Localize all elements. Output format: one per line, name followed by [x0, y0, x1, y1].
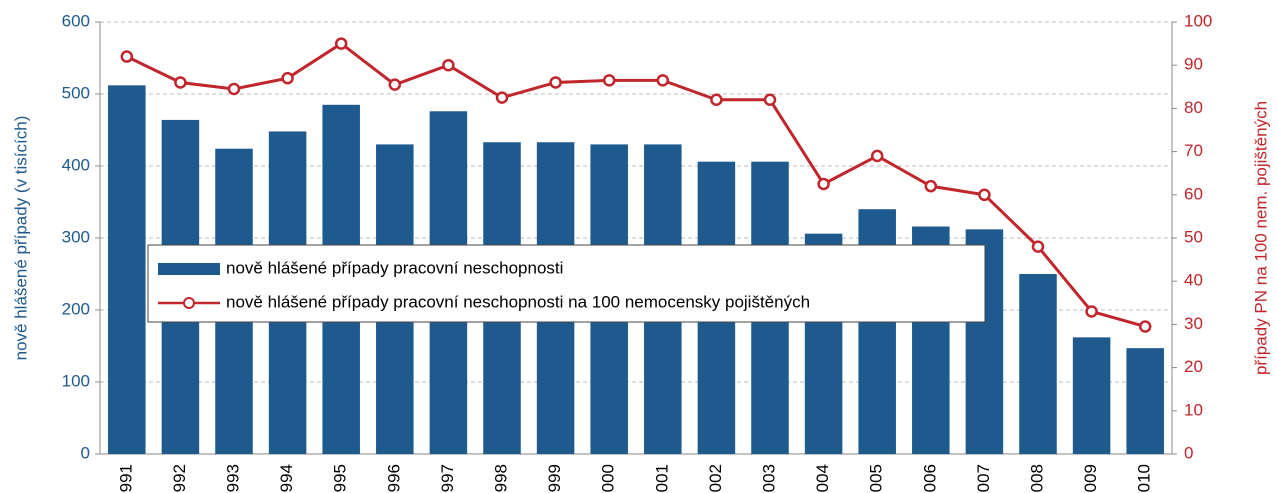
y2-tick-label: 10 — [1184, 400, 1203, 419]
y2-tick-label: 20 — [1184, 357, 1203, 376]
x-tick-label: 1997 — [438, 464, 457, 493]
point — [281, 71, 294, 85]
point — [870, 149, 884, 163]
legend-label: nově hlášené případy pracovní neschopnos… — [226, 258, 563, 277]
point — [388, 78, 402, 91]
point — [174, 76, 187, 89]
x-tick-label: 1996 — [384, 464, 403, 493]
x-tick-label: 2000 — [599, 464, 618, 493]
point — [1138, 320, 1152, 333]
point — [924, 179, 938, 193]
x-tick-label: 1993 — [223, 464, 242, 493]
point — [227, 82, 241, 96]
point — [1031, 240, 1045, 253]
y2-tick-label: 90 — [1184, 55, 1203, 74]
point — [763, 93, 777, 107]
x-tick-label: 1995 — [331, 464, 350, 493]
point — [817, 177, 830, 191]
point — [495, 91, 509, 104]
line — [126, 41, 1146, 329]
x-tick-label: 2002 — [706, 464, 725, 493]
y2-tick-label: 30 — [1184, 314, 1203, 333]
point — [1085, 305, 1098, 318]
bar — [1072, 337, 1111, 454]
x-tick-label: 2005 — [867, 464, 886, 493]
y-axis-label: nově hlášené případy (v tisících) — [11, 116, 30, 361]
y2-tick-label: 70 — [1184, 141, 1203, 160]
y2-tick-label: 50 — [1184, 227, 1203, 246]
y-tick-label: 400 — [62, 155, 90, 174]
x-tick-label: 2004 — [813, 464, 832, 493]
x-tick-label: 2010 — [1135, 464, 1154, 493]
y2-axis-label: případy PN na 100 nem. pojištěných — [1251, 101, 1270, 375]
bar — [1019, 274, 1057, 454]
x-tick-label: 1994 — [277, 464, 296, 493]
y-tick-label: 600 — [62, 11, 90, 30]
y2-tick-label: 40 — [1184, 271, 1203, 290]
point — [978, 188, 991, 202]
x-tick-label: 2001 — [652, 464, 671, 493]
x-tick-label: 1992 — [170, 464, 189, 493]
legend-box — [147, 244, 986, 323]
x-tick-label: 2003 — [759, 464, 778, 493]
x-tick-label: 1991 — [116, 464, 135, 493]
legend-label: nově hlášené případy pracovní neschopnos… — [226, 292, 810, 311]
x-tick-label: 1999 — [545, 464, 564, 493]
legend-swatch — [158, 263, 220, 275]
y-tick-label: 300 — [62, 227, 90, 246]
x-tick-label: 2006 — [920, 464, 939, 493]
x-tick-label: 1998 — [491, 464, 510, 493]
point — [710, 93, 723, 107]
point — [120, 50, 134, 63]
point — [334, 37, 348, 50]
point — [656, 74, 670, 87]
bar — [108, 85, 146, 455]
y-tick-label: 200 — [62, 299, 90, 318]
point — [549, 76, 562, 89]
point — [442, 58, 455, 72]
y2-tick-label: 60 — [1184, 184, 1203, 203]
bar — [1126, 348, 1164, 454]
y2-tick-label: 0 — [1184, 443, 1193, 462]
point — [602, 74, 616, 87]
y-tick-label: 500 — [62, 83, 90, 102]
x-tick-label: 2007 — [974, 464, 993, 493]
y-tick-label: 100 — [62, 371, 90, 390]
x-tick-label: 2008 — [1027, 464, 1046, 493]
y2-tick-label: 100 — [1184, 11, 1212, 30]
x-tick-label: 2009 — [1081, 464, 1100, 493]
y-tick-label: 0 — [81, 443, 90, 462]
y2-tick-label: 80 — [1184, 98, 1203, 117]
legend-swatch — [183, 297, 195, 309]
